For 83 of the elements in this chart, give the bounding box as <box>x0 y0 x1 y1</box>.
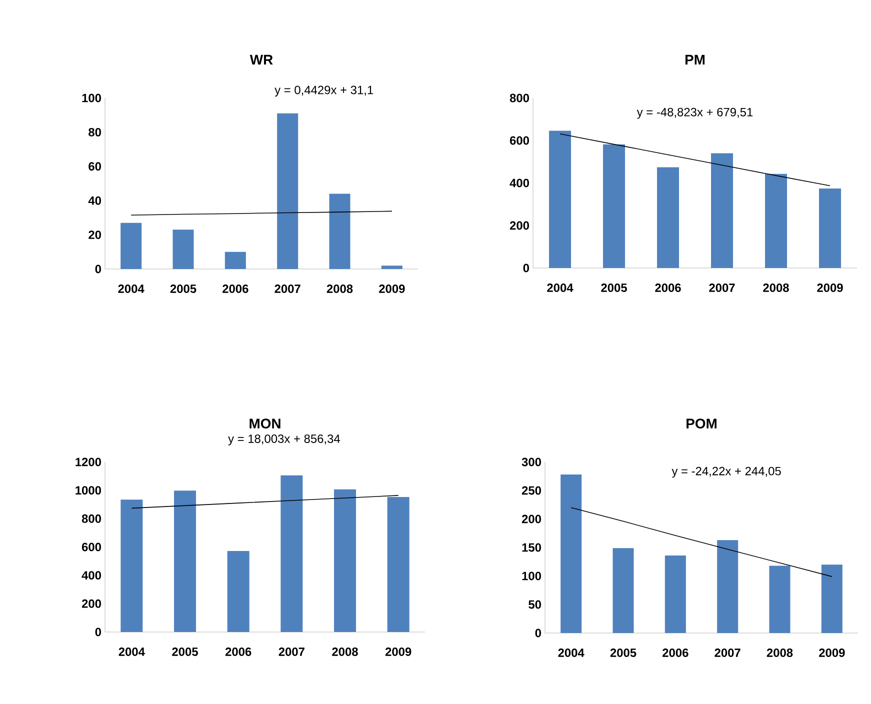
x-tick-label: 2009 <box>385 648 412 656</box>
x-tick-label: 2007 <box>278 648 304 656</box>
y-tick-label: 0 <box>95 628 101 636</box>
bar <box>819 188 842 268</box>
y-tick-label: 100 <box>82 94 101 102</box>
x-tick-label: 2006 <box>662 648 688 657</box>
y-tick-label: 0 <box>535 628 541 638</box>
bar <box>224 252 246 269</box>
x-tick-label: 2006 <box>655 284 681 292</box>
y-tick-label: 400 <box>82 571 101 580</box>
bar <box>664 555 686 633</box>
y-tick-label: 800 <box>82 514 101 523</box>
x-tick-label: 2008 <box>766 648 793 657</box>
bar <box>717 540 738 633</box>
x-tick-label: 2006 <box>225 648 252 656</box>
bar <box>711 153 734 268</box>
x-tick-label: 2005 <box>610 648 636 657</box>
bar <box>765 174 788 268</box>
annotation: y = -24,22x + 244,05 <box>672 466 781 478</box>
y-tick-label: 150 <box>522 543 541 552</box>
bar <box>120 500 143 632</box>
annotation: y = -48,823x + 679,51 <box>636 108 753 119</box>
y-tick-label: 800 <box>510 94 529 102</box>
x-tick-label: 2009 <box>379 284 405 293</box>
bar <box>381 266 402 269</box>
bar <box>603 144 626 268</box>
line-series <box>570 507 832 577</box>
chart-title: POM <box>686 418 716 429</box>
x-tick-label: 2006 <box>222 284 248 293</box>
y-tick-label: 0 <box>95 264 101 274</box>
bar <box>387 496 410 632</box>
bar <box>549 130 572 268</box>
x-tick-label: 2007 <box>709 284 735 292</box>
y-tick-label: 50 <box>528 600 541 609</box>
chart-title: WR <box>250 54 273 64</box>
y-tick-label: 600 <box>82 542 101 552</box>
y-tick-label: 400 <box>510 178 529 188</box>
y-tick-label: 100 <box>522 572 541 580</box>
y-tick-label: 250 <box>522 486 541 495</box>
bar <box>657 167 680 268</box>
x-tick-label: 2007 <box>714 648 740 657</box>
x-tick-label: 2007 <box>274 284 300 293</box>
y-tick-label: 200 <box>82 599 101 608</box>
text: y = 18,003x + 856,34 <box>228 434 340 446</box>
x-tick-label: 2004 <box>118 648 145 656</box>
x-tick-label: 2004 <box>558 648 584 657</box>
bar <box>277 113 298 269</box>
y-tick-label: 60 <box>88 162 101 171</box>
x-tick-label: 2008 <box>763 284 789 292</box>
x-tick-label: 2008 <box>326 284 353 293</box>
y-tick-label: 80 <box>88 128 101 136</box>
x-tick-label: 2009 <box>819 648 845 657</box>
x-tick-label: 2004 <box>547 284 574 292</box>
x-tick-label: 2005 <box>170 284 196 293</box>
x-tick-label: 2005 <box>172 648 198 656</box>
bar <box>769 566 790 633</box>
bar <box>612 548 634 633</box>
line-series <box>560 134 830 186</box>
y-tick-label: 200 <box>510 221 529 230</box>
text: y = 0,4429x + 31,1 <box>274 86 374 97</box>
chart-title: PM <box>685 54 705 64</box>
bar <box>560 474 582 633</box>
bar <box>174 490 196 632</box>
y-tick-label: 200 <box>522 514 541 524</box>
y-tick-label: 1200 <box>76 458 101 466</box>
x-tick-label: 2009 <box>817 284 843 292</box>
y-tick-label: 0 <box>523 264 529 272</box>
bar <box>329 194 350 269</box>
chart-title: MON <box>250 418 280 429</box>
x-tick-label: 2008 <box>332 648 358 656</box>
y-tick-label: 300 <box>522 458 541 466</box>
bar <box>120 222 142 269</box>
y-tick-label: 20 <box>88 230 101 240</box>
y-tick-label: 600 <box>510 136 529 145</box>
x-tick-label: 2004 <box>118 284 144 293</box>
bar <box>821 564 842 633</box>
bar <box>280 475 303 632</box>
y-tick-label: 1000 <box>76 486 101 495</box>
bar <box>172 230 194 269</box>
bar <box>227 550 250 632</box>
y-tick-label: 40 <box>88 196 101 205</box>
x-tick-label: 2005 <box>601 284 627 292</box>
bar <box>334 489 356 632</box>
